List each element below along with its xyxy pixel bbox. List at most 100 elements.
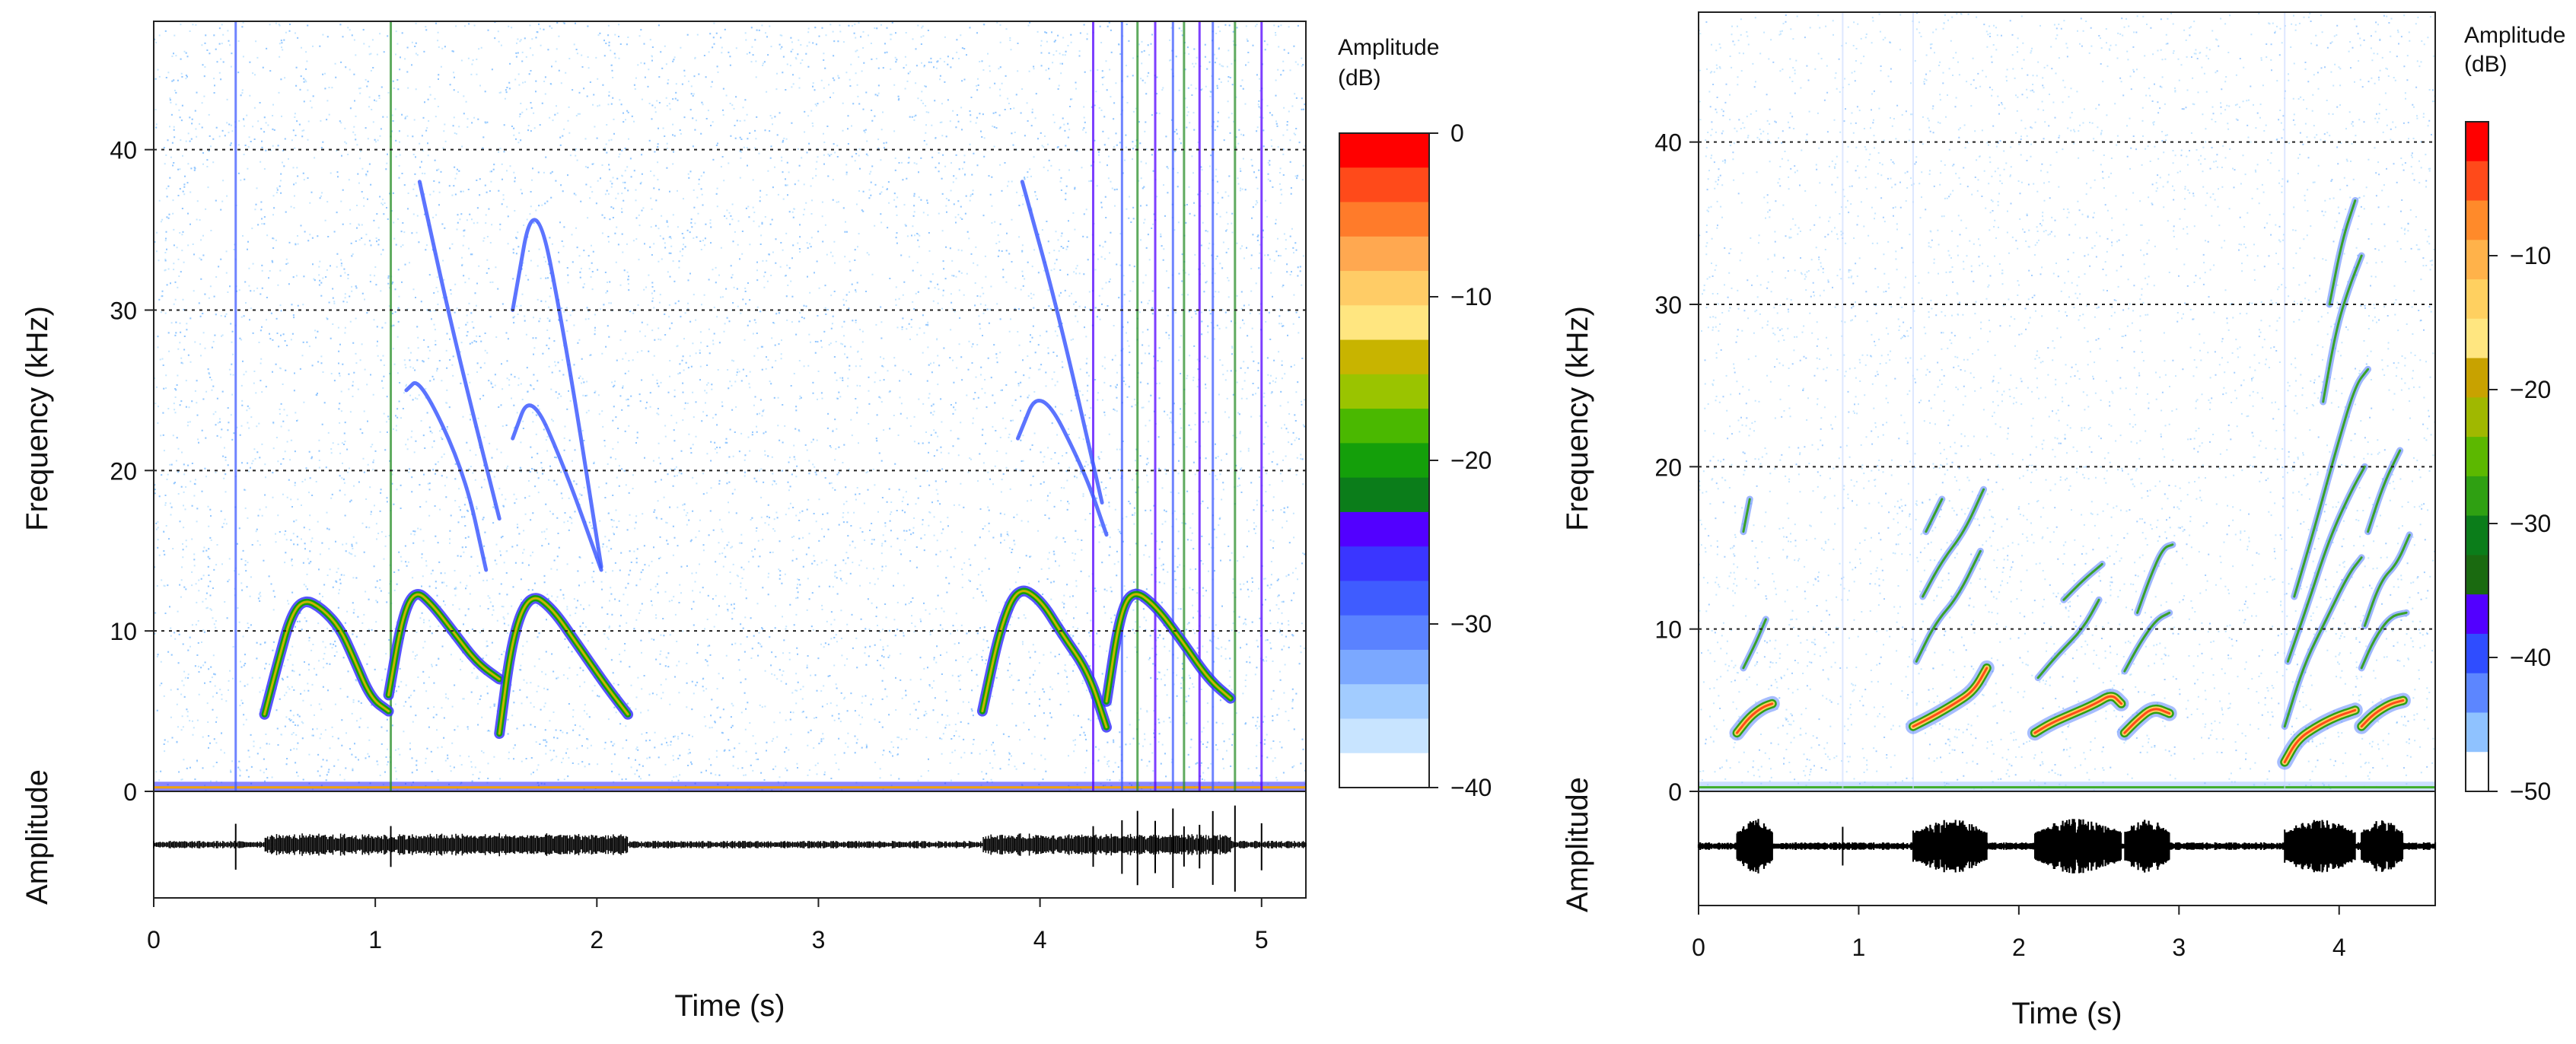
x-axis-label: Time (s) — [674, 989, 785, 1023]
harmonic-trace — [404, 380, 489, 572]
harmonic-trace-core — [1915, 549, 1982, 663]
harmonic-trace-core — [1922, 488, 1985, 598]
colorbar-swatch — [1339, 133, 1429, 168]
colorbar-swatch — [1339, 477, 1429, 513]
y-tick-label: 0 — [1668, 778, 1682, 806]
harmonic-trace-core — [2123, 611, 2171, 673]
harmonic-trace-core — [2036, 598, 2100, 680]
colorbar-swatch — [1339, 718, 1429, 754]
y-tick-label: 40 — [1654, 129, 1682, 157]
colorbar-swatch — [2466, 633, 2488, 674]
colorbar-tick-label: −10 — [1450, 283, 1492, 310]
colorbar: −10 −20 −30 −40 −50 — [2465, 121, 2551, 805]
harmonic-trace-core — [2328, 199, 2357, 306]
call-trace-peak-call-3 — [498, 597, 629, 735]
harmonic-trace-core — [2293, 368, 2370, 598]
y-tick-label: 20 — [1654, 454, 1682, 481]
grid-lines — [154, 148, 1306, 632]
background-noise — [1699, 12, 2435, 791]
colorbar-swatch — [1339, 202, 1429, 237]
colorbar-swatch — [1339, 271, 1429, 306]
colorbar-swatch — [1339, 236, 1429, 272]
y-tick-label: 30 — [1654, 291, 1682, 319]
harmonic-trace-core — [1925, 498, 1944, 533]
call-trace-peak-call-4 — [981, 590, 1108, 729]
harmonic-trace-core — [2286, 465, 2366, 663]
colorbar-swatch — [2466, 200, 2488, 240]
harmonic-trace-core — [1742, 618, 1767, 670]
background-noise — [154, 21, 1306, 791]
waveform — [153, 832, 1307, 857]
colorbar-tick-label: −40 — [1450, 774, 1492, 801]
harmonic-trace-core — [1742, 498, 1751, 533]
x-axis-ticks: 0 1 2 3 4 — [1692, 906, 2346, 961]
harmonic-trace — [1016, 399, 1109, 537]
y-tick-label: 10 — [110, 618, 137, 645]
harmonic-trace-core — [2136, 543, 2174, 614]
colorbar-title: Amplitude — [1338, 35, 1439, 60]
waveform — [1697, 819, 2437, 874]
colorbar-tick-label: −10 — [2510, 242, 2551, 269]
x-tick-label: 4 — [1033, 926, 1047, 953]
y-axis-ticks: 0 10 20 30 40 — [1654, 129, 1699, 806]
colorbar-swatch — [1339, 511, 1429, 547]
colorbar-title: Amplitude — [2464, 23, 2565, 48]
harmonic-trace-core — [2363, 533, 2411, 627]
oscillogram-axis-label: Amplitude — [21, 769, 54, 905]
x-axis-label: Time (s) — [2011, 997, 2122, 1030]
oscillogram-waveform — [1697, 819, 2437, 874]
colorbar-swatch — [1339, 305, 1429, 341]
colorbar-swatch — [2466, 437, 2488, 477]
x-tick-label: 0 — [147, 926, 161, 953]
colorbar-tick-label: −20 — [2510, 376, 2551, 403]
call-trace-peak-call-6 — [2360, 699, 2405, 728]
colorbar-swatch — [1339, 684, 1429, 719]
colorbar-swatch — [1339, 167, 1429, 203]
harmonic-traces — [404, 180, 1109, 572]
x-tick-label: 1 — [1852, 934, 1866, 961]
x-tick-label: 2 — [2012, 934, 2026, 961]
harmonic-trace-core — [2367, 449, 2402, 533]
colorbar-tick-label: −20 — [1450, 447, 1492, 474]
colorbar-swatch — [1339, 339, 1429, 375]
harmonic-trace — [511, 403, 603, 572]
colorbar-frame — [2465, 121, 2489, 792]
colorbar-swatch — [2466, 594, 2488, 635]
oscillogram-axis-label: Amplitude — [1561, 777, 1594, 912]
colorbar-tick-label: −30 — [1450, 610, 1492, 638]
colorbar-swatch — [2466, 122, 2488, 162]
colorbar-swatch — [1339, 581, 1429, 616]
colorbar-swatch — [2466, 161, 2488, 202]
colorbar-swatch — [1339, 546, 1429, 581]
y-tick-label: 0 — [123, 778, 137, 806]
y-axis-label: Frequency (kHz) — [21, 306, 54, 531]
colorbar-swatch — [2466, 240, 2488, 280]
spectrogram-plot-area — [154, 21, 1306, 791]
x-tick-label: 1 — [368, 926, 382, 953]
colorbar-swatch — [2466, 752, 2488, 792]
spectrogram-panel-left: 0 10 20 30 40 0 1 2 3 4 5 Frequency (kHz) Amplitu… — [21, 21, 1492, 1023]
y-tick-label: 20 — [110, 457, 137, 485]
call-trace-peak-call-2 — [387, 593, 501, 696]
call-trace-peak-call-2 — [1912, 667, 1989, 728]
colorbar-swatch — [2466, 318, 2488, 359]
call-trace-peak-call-3 — [2033, 695, 2122, 734]
harmonic-trace — [511, 218, 603, 569]
harmonic-trace — [417, 180, 502, 521]
x-axis-ticks: 0 1 2 3 4 5 — [147, 898, 1269, 953]
x-tick-label: 5 — [1255, 926, 1269, 953]
call-trace-peak-call-5 — [2283, 708, 2357, 764]
call-trace-peak-call-5 — [1105, 593, 1232, 703]
colorbar-tick-label: −50 — [2510, 778, 2551, 805]
harmonic-trace-core — [2283, 556, 2363, 728]
x-tick-label: 3 — [2172, 934, 2186, 961]
colorbar-swatch — [2466, 515, 2488, 555]
colorbar-tick-label: −40 — [2510, 644, 2551, 671]
harmonic-trace-core — [2322, 254, 2363, 403]
y-axis-ticks: 0 10 20 30 40 — [110, 137, 154, 806]
colorbar-swatch — [2466, 397, 2488, 438]
harmonic-trace-core — [2062, 562, 2103, 601]
fundamental-call-traces — [1729, 660, 2411, 770]
spectrogram-panel-right: 0 10 20 30 40 0 1 2 3 4 Frequency (kHz) Amplitud… — [1561, 11, 2565, 1030]
y-axis-label: Frequency (kHz) — [1561, 306, 1594, 531]
